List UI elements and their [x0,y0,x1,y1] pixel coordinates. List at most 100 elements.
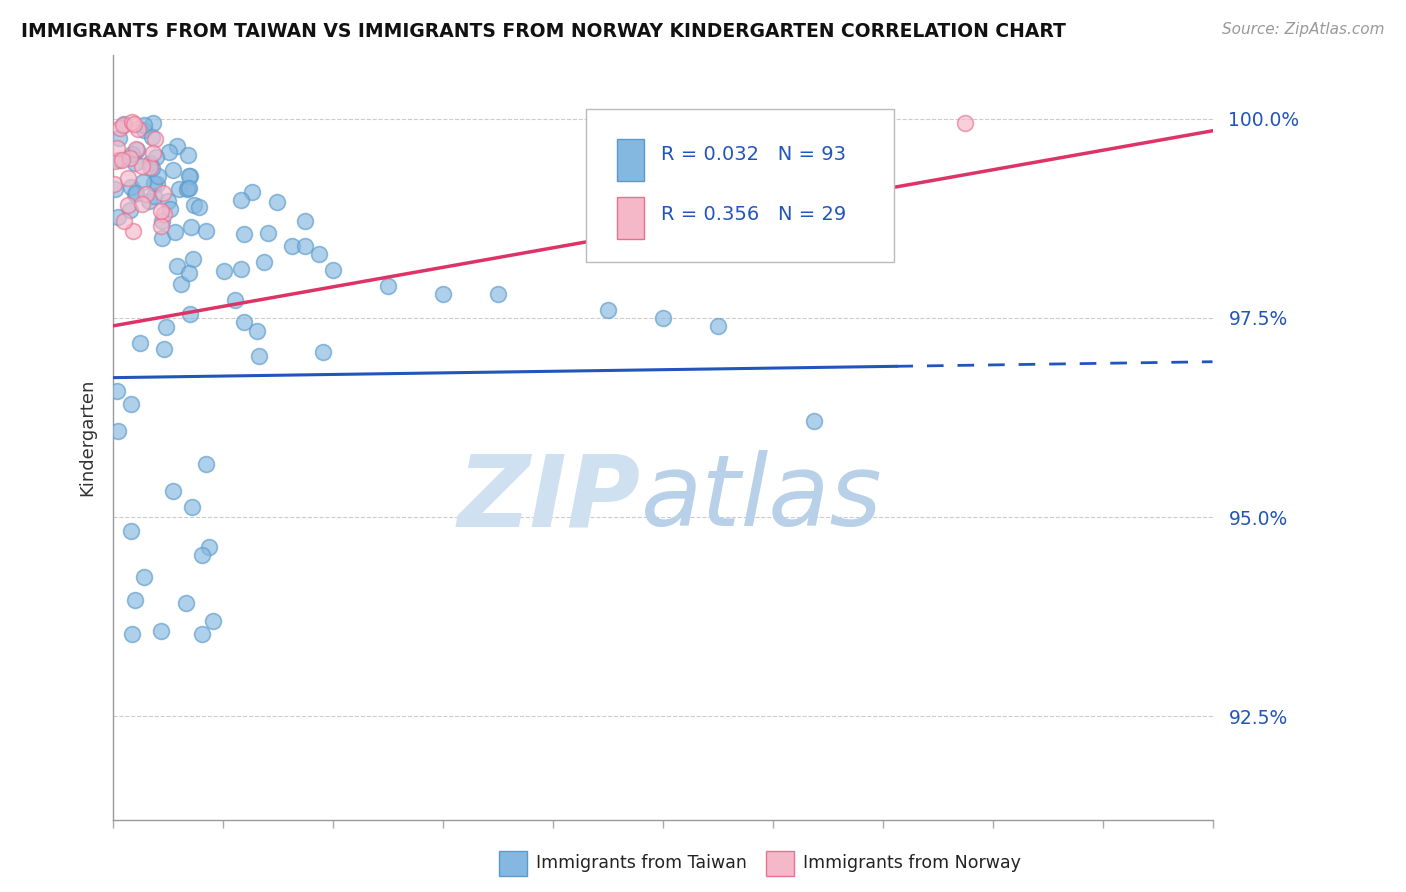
Point [294,239,316,253]
Point [179,169,201,184]
Point [162,483,184,498]
Point [145,150,167,164]
Point [240,185,263,199]
Point [176,182,198,196]
Point [134,123,156,137]
Point [108,153,131,167]
Point [103,178,125,192]
Point [191,627,214,641]
Point [177,180,200,194]
Point [179,169,201,183]
Point [121,146,143,161]
Point [146,178,169,192]
Point [124,156,146,170]
Point [432,287,454,301]
Point [104,182,127,196]
Point [118,203,141,218]
Point [153,207,176,221]
Point [253,255,276,269]
Point [121,627,143,641]
Point [143,177,166,191]
Point [125,142,148,156]
Text: Immigrants from Taiwan: Immigrants from Taiwan [536,855,747,872]
Point [280,239,302,253]
Point [124,592,146,607]
Point [224,293,246,308]
Point [146,169,169,183]
Point [124,187,146,202]
Point [132,175,155,189]
Point [105,141,128,155]
Point [803,124,825,138]
Point [124,186,146,200]
Text: R = 0.356   N = 29: R = 0.356 N = 29 [661,204,846,224]
Point [150,624,173,638]
Point [177,148,200,162]
Point [132,570,155,584]
Point [377,279,399,293]
Point [167,182,190,196]
Point [149,219,172,233]
Point [120,180,142,194]
Point [112,117,135,131]
Y-axis label: Kindergarten: Kindergarten [79,379,96,496]
Point [157,194,180,209]
Text: atlas: atlas [641,450,883,547]
Point [105,384,128,399]
Point [107,425,129,439]
Point [486,287,509,301]
Point [108,121,131,136]
Point [166,259,188,273]
Point [138,194,160,208]
Point [194,458,217,472]
Point [111,118,134,132]
Point [142,146,165,161]
Point [257,226,280,240]
Point [120,397,142,411]
Point [152,231,174,245]
Point [233,315,256,329]
Point [112,213,135,227]
Point [174,596,197,610]
Point [107,210,129,224]
Point [139,160,162,174]
Point [155,320,177,334]
Point [152,186,174,200]
Point [181,252,204,267]
Point [125,143,148,157]
Point [121,224,143,238]
Point [312,345,335,359]
Point [149,203,172,218]
Point [953,116,976,130]
Point [322,263,344,277]
Point [166,139,188,153]
Point [212,264,235,278]
Point [177,181,200,195]
Point [181,500,204,514]
Point [132,119,155,133]
Point [129,336,152,351]
Point [108,131,131,145]
Point [233,227,256,241]
Point [122,117,145,131]
Point [131,197,153,211]
Point [183,198,205,212]
Text: IMMIGRANTS FROM TAIWAN VS IMMIGRANTS FROM NORWAY KINDERGARTEN CORRELATION CHART: IMMIGRANTS FROM TAIWAN VS IMMIGRANTS FRO… [21,22,1066,41]
Point [152,214,174,228]
Point [139,155,162,169]
Point [117,171,139,186]
Point [180,220,202,235]
Point [803,414,825,428]
Point [153,343,176,357]
Point [163,225,186,239]
Point [201,614,224,628]
FancyBboxPatch shape [617,196,644,239]
Point [135,187,157,202]
Point [157,145,180,160]
Text: Source: ZipAtlas.com: Source: ZipAtlas.com [1222,22,1385,37]
Point [142,116,165,130]
Point [141,130,163,145]
Point [266,195,288,210]
Point [143,189,166,203]
Point [162,162,184,177]
